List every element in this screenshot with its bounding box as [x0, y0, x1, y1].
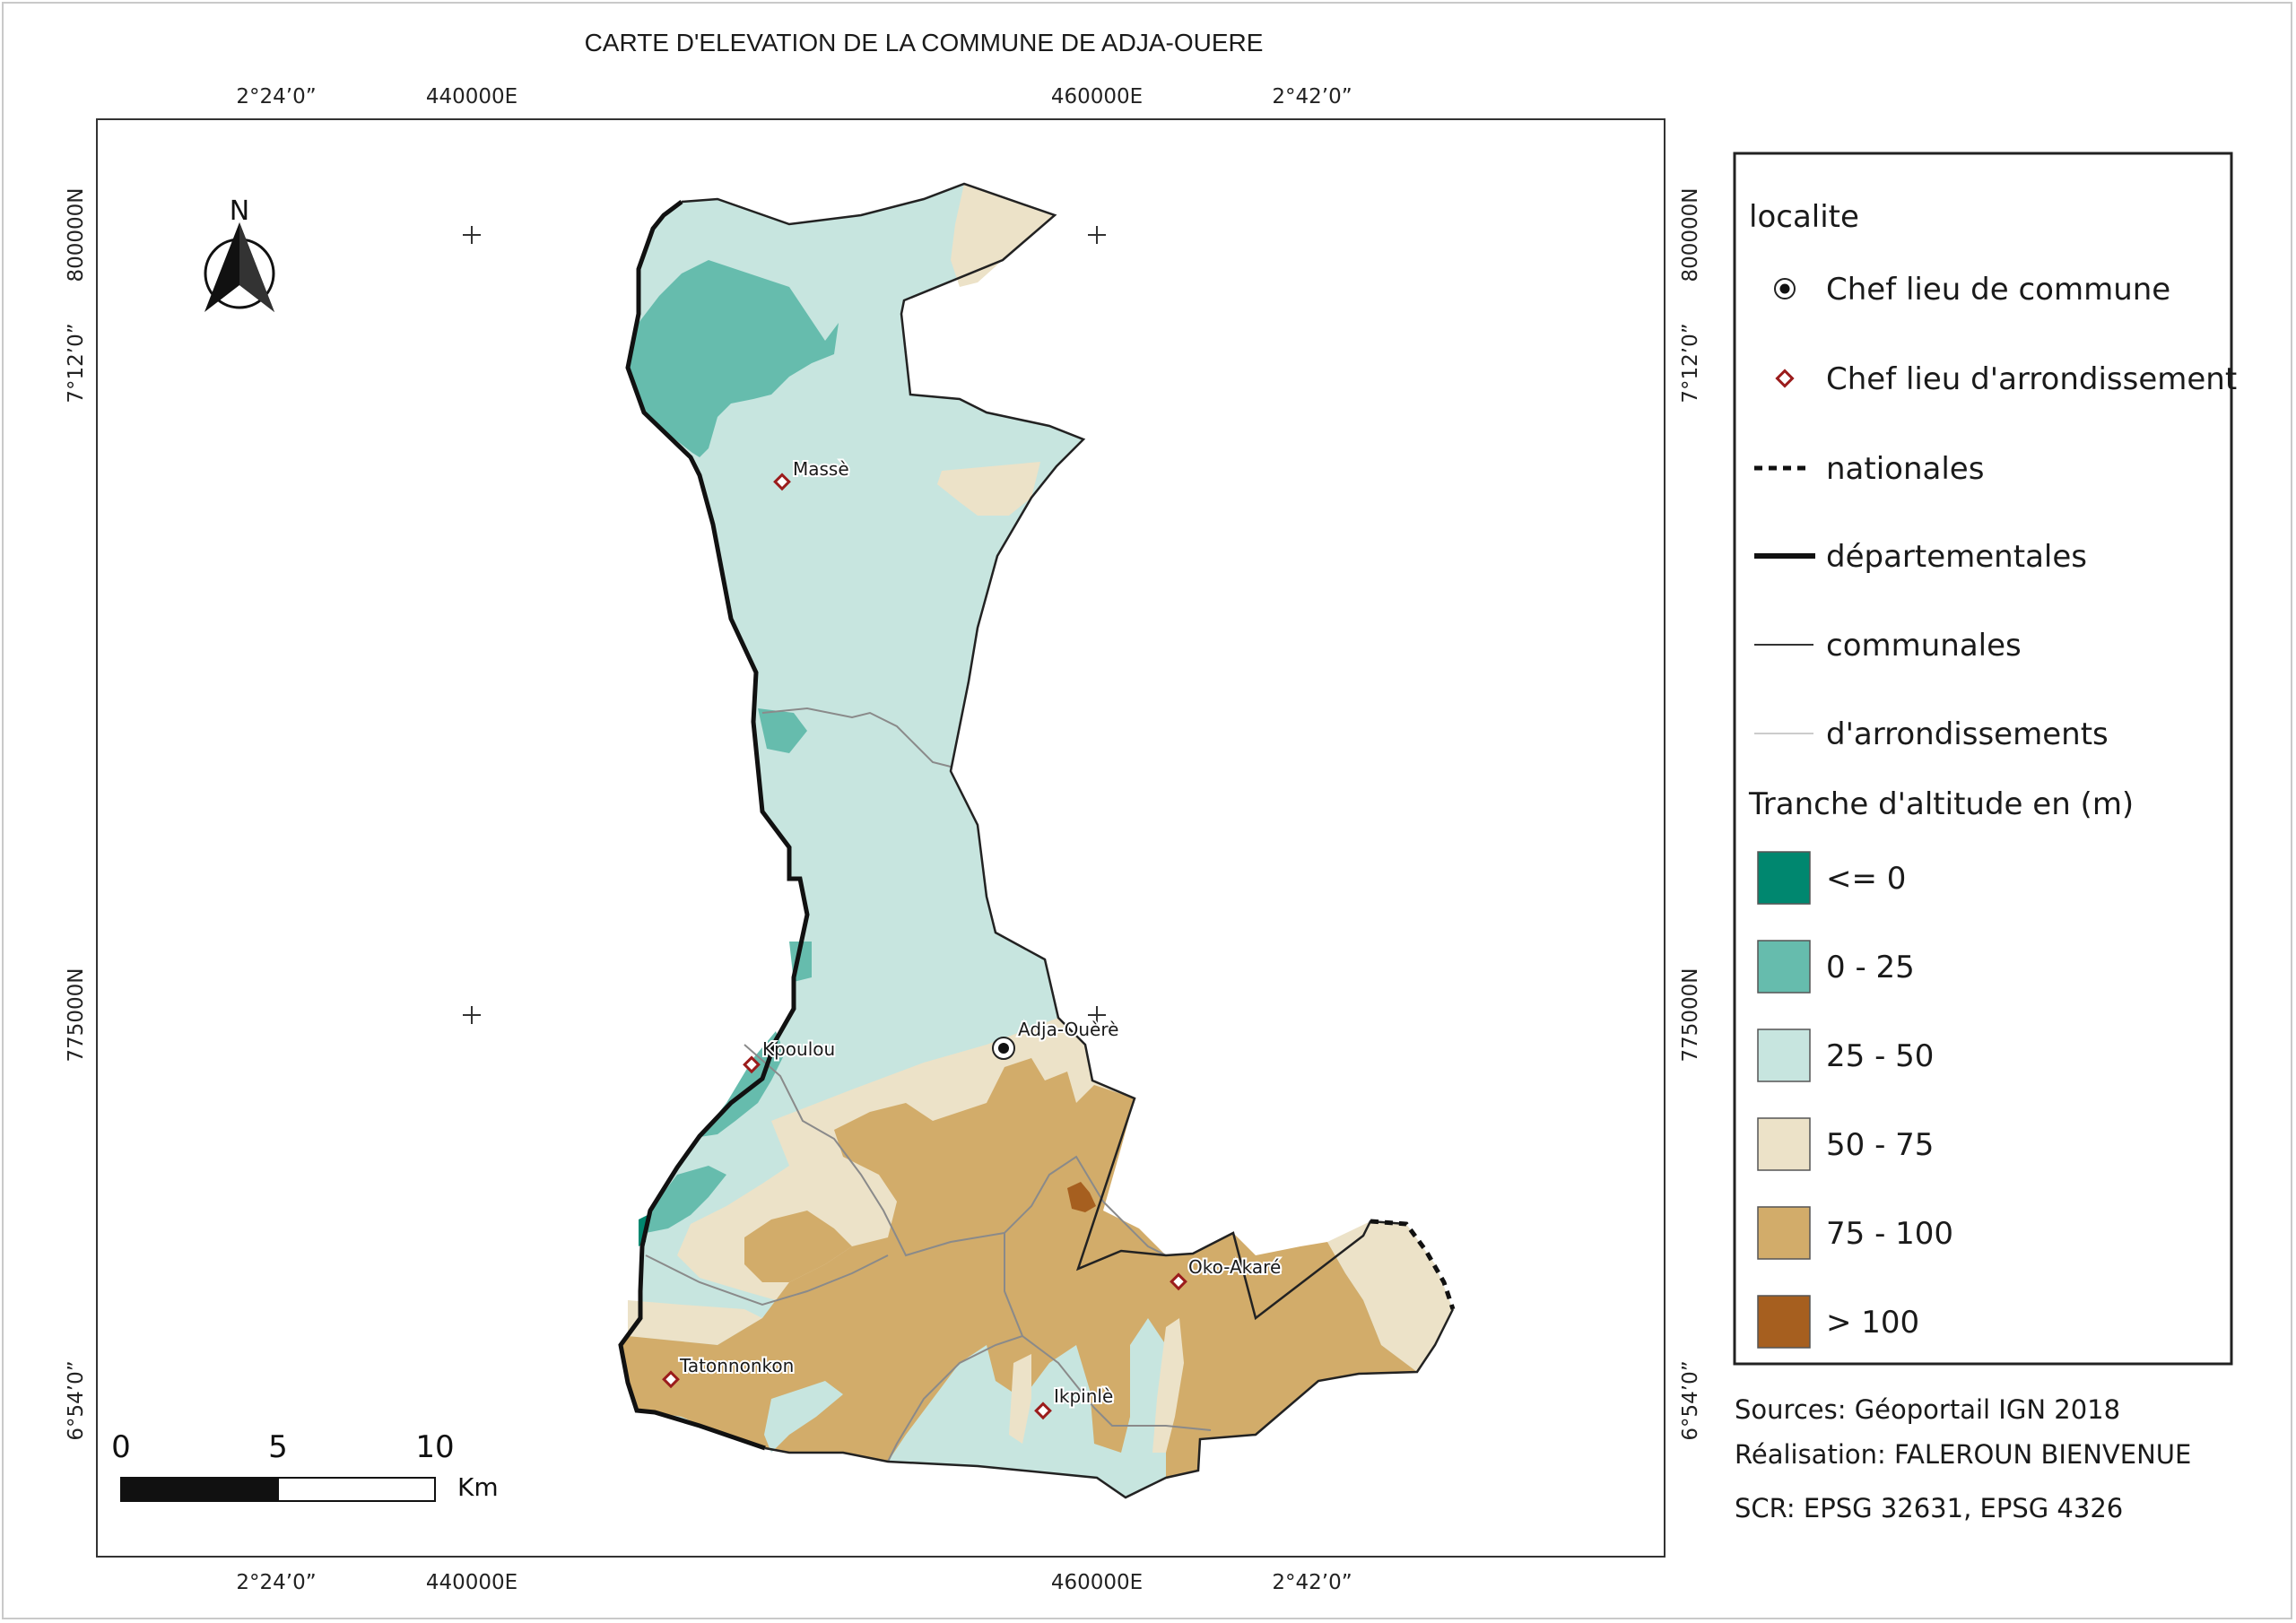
legend-swatch	[1757, 1117, 1811, 1171]
legend-chef-commune: Chef lieu de commune	[1826, 272, 2170, 308]
legend-class-label: <= 0	[1826, 861, 1906, 897]
elevation-75-100	[744, 1211, 852, 1282]
place-label: Adja-Ouèrè	[1018, 1019, 1118, 1040]
place-marker-masse[interactable]: Massè	[773, 456, 851, 491]
grid-label-top: 2°42’0”	[1272, 85, 1352, 108]
place-label: Massè	[793, 458, 849, 480]
legend-title-localite: localite	[1749, 199, 1859, 235]
legend-class-label: 50 - 75	[1826, 1127, 1934, 1163]
commune-elevation	[618, 182, 1456, 1499]
north-arrow-icon: N	[204, 195, 275, 312]
legend-swatch	[1757, 851, 1811, 905]
elevation-25-50	[764, 1381, 843, 1453]
place-label: Tatonnonkon	[679, 1355, 794, 1376]
credit-realisation: Réalisation: FALEROUN BIENVENUE	[1735, 1439, 2191, 1470]
grid-label-right: 7°12’0”	[1679, 323, 1702, 403]
legend-swatch	[1757, 940, 1811, 994]
place-marker-tatonnonkon[interactable]: Tatonnonkon	[662, 1353, 796, 1389]
credit-scr: SCR: EPSG 32631, EPSG 4326	[1735, 1493, 2123, 1523]
grid-label-top: 440000E	[426, 85, 517, 108]
scale-tick-label: 10	[415, 1429, 454, 1465]
route-nationale	[1370, 1219, 1456, 1310]
legend-arrondissements: d'arrondissements	[1826, 716, 2109, 752]
elevation-50-75	[937, 462, 1040, 516]
scale-bar: 0 5 10 Km	[111, 1429, 499, 1502]
legend-class-label: 0 - 25	[1826, 950, 1915, 985]
legend-chef-arrondissement: Chef lieu d'arrondissement	[1826, 361, 2237, 397]
scale-tick-label: 0	[111, 1429, 131, 1465]
credit-sources: Sources: Géoportail IGN 2018	[1735, 1394, 2120, 1425]
legend-classes: <= 0 0 - 25 25 - 50 50 - 75 75 - 100 > 100	[1757, 851, 1953, 1349]
grid-label-bottom: 2°24’0”	[236, 1571, 316, 1594]
legend-communales: communales	[1826, 628, 2022, 664]
legend-class-label: 25 - 50	[1826, 1038, 1934, 1074]
elevation-50-75	[628, 1300, 762, 1345]
commune-outline-communale	[681, 182, 1455, 1499]
elevation-0-25	[758, 708, 807, 753]
grid-label-left: 6°54’0”	[65, 1360, 88, 1440]
elevation-75-100	[621, 1058, 1417, 1478]
grid-label-bottom: 2°42’0”	[1272, 1571, 1352, 1594]
scale-tick-label: 5	[268, 1429, 288, 1465]
legend-swatch	[1757, 1028, 1811, 1082]
grid-label-right: 775000N	[1679, 968, 1702, 1062]
north-label: N	[230, 195, 249, 227]
grid-crosses	[463, 226, 1106, 1024]
place-marker-oko-akare[interactable]: Oko-Akaré	[1170, 1254, 1283, 1291]
legend-departementales: départementales	[1826, 539, 2087, 575]
grid-label-bottom: 460000E	[1051, 1571, 1143, 1594]
grid-label-bottom: 440000E	[426, 1571, 517, 1594]
elevation-0-25	[628, 260, 839, 457]
elevation-above-100	[1067, 1182, 1096, 1212]
legend-swatch	[1757, 1295, 1811, 1349]
grid-label-left: 7°12’0”	[65, 323, 88, 403]
grid-label-left: 800000N	[65, 187, 88, 282]
place-label: Kpoulou	[762, 1038, 835, 1060]
legend-class-label: 75 - 100	[1826, 1216, 1953, 1252]
credits: Sources: Géoportail IGN 2018 Réalisation…	[1735, 1394, 2191, 1523]
legend-class-label: > 100	[1826, 1305, 1919, 1341]
elevation-0-25	[640, 1166, 726, 1233]
place-label: Ikpinlè	[1054, 1385, 1113, 1407]
legend: localite Chef lieu de commune Chef lieu …	[1733, 152, 2237, 1366]
elevation-50-75	[1152, 1318, 1184, 1453]
place-marker-ikpinle[interactable]: Ikpinlè	[1034, 1384, 1115, 1420]
legend-frame	[1733, 152, 2233, 1366]
scale-unit: Km	[457, 1472, 499, 1502]
elevation-50-75	[951, 184, 1055, 287]
places: Massè Adja-Ouèrè Kpoulou Oko-Akaré Taton…	[662, 456, 1283, 1420]
place-label: Oko-Akaré	[1188, 1256, 1281, 1278]
elevation-50-75	[1327, 1221, 1453, 1372]
elevation-50-75	[1009, 1354, 1031, 1444]
legend-swatch	[1757, 1206, 1811, 1260]
grid-label-right: 800000N	[1679, 187, 1702, 282]
legend-title-altitude: Tranche d'altitude en (m)	[1748, 786, 2134, 822]
grid-label-top: 2°24’0”	[236, 85, 316, 108]
legend-nationales: nationales	[1826, 451, 1984, 487]
arrondissement-boundaries	[645, 707, 1212, 1462]
map-title: CARTE D'ELEVATION DE LA COMMUNE DE ADJA-…	[585, 29, 1264, 56]
grid-label-right: 6°54’0”	[1679, 1360, 1702, 1440]
grid-label-top: 460000E	[1051, 85, 1143, 108]
place-marker-adja-ouere[interactable]: Adja-Ouèrè	[992, 1017, 1120, 1060]
grid-label-left: 775000N	[65, 968, 88, 1062]
place-marker-kpoulou[interactable]: Kpoulou	[743, 1037, 837, 1074]
commune-outline-departementale	[618, 200, 810, 1451]
